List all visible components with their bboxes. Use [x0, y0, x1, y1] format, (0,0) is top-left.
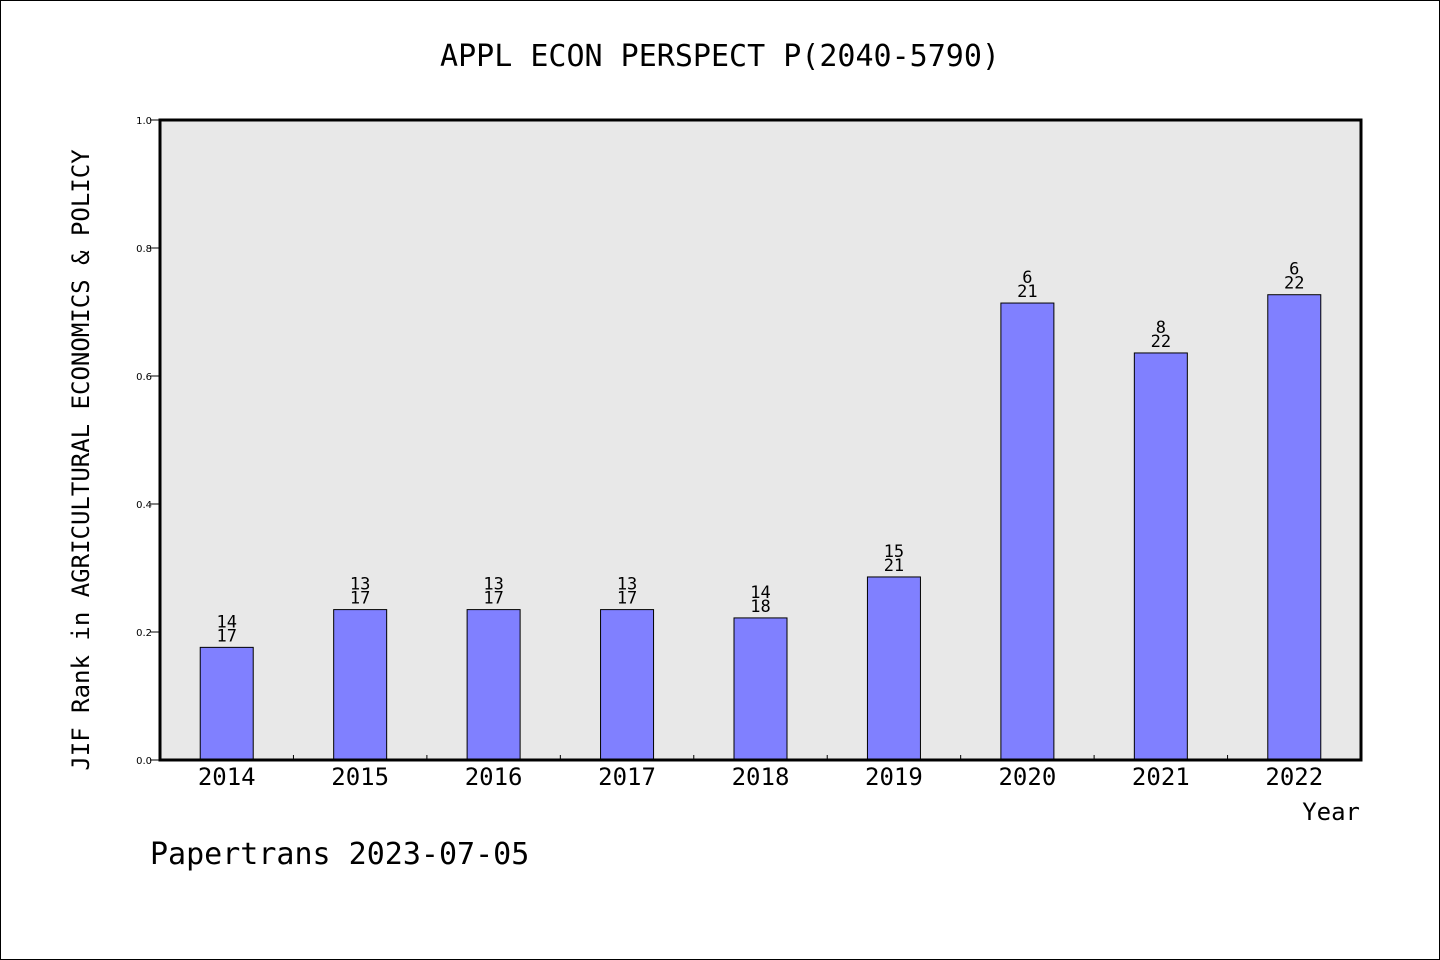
x-tick-label: 2020 — [998, 763, 1056, 791]
y-tick-label: 0.8 — [136, 244, 152, 255]
bar-total-label: 18 — [750, 597, 770, 617]
y-axis-label: JIF Rank in AGRICULTURAL ECONOMICS & POL… — [67, 149, 95, 771]
chart-title: APPL ECON PERSPECT P(2040-5790) — [440, 39, 1000, 74]
y-tick-label: 1.0 — [136, 116, 152, 127]
bar-2015 — [333, 609, 388, 761]
bar-total-label: 17 — [216, 626, 236, 646]
bars — [199, 294, 1322, 761]
bar-2016 — [466, 609, 521, 761]
bar-total-label: 17 — [350, 589, 370, 609]
bar-rank-label: 14 — [750, 583, 770, 603]
footer-credit: Papertrans 2023-07-05 — [150, 837, 529, 872]
plot-border — [158, 118, 1363, 762]
bar-rank-label: 6 — [1022, 268, 1032, 288]
bar-rank-label: 14 — [216, 612, 236, 632]
y-tick-label: 0.0 — [136, 756, 152, 767]
x-tick-label: 2016 — [465, 763, 523, 791]
bar-total-label: 22 — [1151, 332, 1171, 352]
x-tick-label: 2014 — [198, 763, 256, 791]
bar-rank-label: 15 — [884, 542, 904, 562]
bar-2022 — [1267, 294, 1322, 761]
bar-2019 — [866, 576, 921, 761]
y-tick-label: 0.4 — [136, 500, 152, 511]
x-tick-label: 2021 — [1132, 763, 1190, 791]
bar-rank-label: 8 — [1156, 318, 1166, 338]
x-tick-label: 2017 — [598, 763, 656, 791]
bar-total-label: 21 — [884, 556, 904, 576]
bar-total-label: 21 — [1017, 282, 1037, 302]
bar-rank-label: 13 — [350, 575, 370, 595]
x-tick-label: 2022 — [1265, 763, 1323, 791]
y-axis: 0.0 0.2 0.4 0.6 0.8 1.0 — [136, 116, 160, 767]
bar-total-label: 22 — [1284, 274, 1304, 294]
bar-rank-label: 13 — [483, 575, 503, 595]
y-tick-label: 0.2 — [136, 628, 152, 639]
bar-total-label: 17 — [483, 589, 503, 609]
x-tick-label: 2018 — [732, 763, 790, 791]
bar-2020 — [1000, 302, 1055, 761]
x-axis-label: Year — [1302, 798, 1360, 826]
bar-total-label: 17 — [617, 589, 637, 609]
bar-2017 — [600, 609, 655, 761]
bar-2014 — [199, 646, 254, 761]
bar-2018 — [733, 617, 788, 761]
x-tick-label: 2015 — [331, 763, 389, 791]
bar-rank-label: 13 — [617, 575, 637, 595]
x-tick-label: 2019 — [865, 763, 923, 791]
y-tick-label: 0.6 — [136, 372, 152, 383]
bar-rank-label: 6 — [1289, 260, 1299, 280]
x-axis: 2014 2015 2016 2017 2018 2019 2020 2021 2022 — [198, 755, 1323, 791]
bar-2021 — [1133, 352, 1188, 761]
